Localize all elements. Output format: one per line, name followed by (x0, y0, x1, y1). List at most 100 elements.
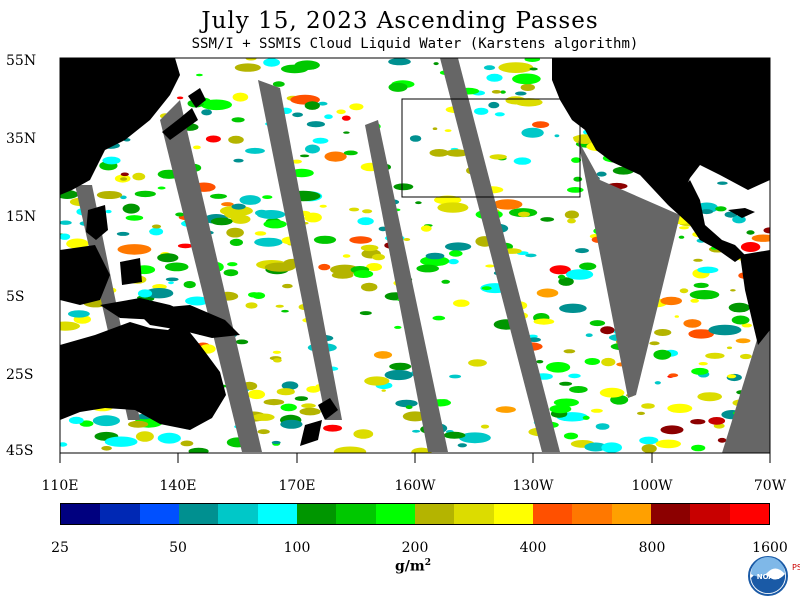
cloud-patch (553, 398, 580, 407)
cloud-patch (715, 206, 727, 212)
colorbar-swatch (454, 504, 494, 524)
cloud-patch (254, 237, 283, 247)
cloud-patch (494, 112, 505, 117)
colorbar-swatch (572, 504, 612, 524)
cloud-patch (381, 389, 386, 392)
colorbar-swatch (690, 504, 730, 524)
cloud-patch (690, 298, 699, 303)
cloud-patch (305, 144, 320, 154)
cloud-patch (157, 186, 166, 190)
cloud-patch (294, 396, 308, 401)
cloud-patch (582, 415, 590, 420)
cloud-patch (104, 436, 138, 447)
cloud-patch (331, 271, 354, 279)
cloud-patch (341, 115, 351, 121)
cloud-patch (343, 131, 350, 134)
cloud-patch (254, 231, 267, 236)
cloud-patch (525, 253, 537, 258)
cloud-patch (420, 256, 450, 267)
cloud-patch (486, 73, 503, 82)
cloud-patch (599, 387, 625, 398)
cloud-patch (116, 231, 130, 236)
cloud-patch (678, 235, 685, 239)
cloud-patch (68, 416, 84, 424)
cloud-patch (540, 217, 555, 222)
cloud-patch (79, 420, 94, 427)
cloud-patch (357, 217, 374, 226)
cloud-patch (584, 442, 607, 452)
cloud-patch (312, 137, 329, 144)
cloud-patch (273, 358, 282, 363)
cloud-patch (349, 207, 360, 212)
cloud-patch (740, 353, 752, 360)
cloud-patch (585, 333, 593, 338)
land (60, 58, 770, 446)
cloud-patch (275, 304, 284, 308)
cloud-patch (349, 103, 364, 111)
cloud-patch (122, 203, 140, 214)
cloud-patch (120, 172, 129, 177)
cloud-patch (205, 135, 221, 143)
cloud-patch (60, 442, 68, 447)
cloud-patch (255, 209, 269, 216)
cloud-patch (468, 359, 487, 367)
cloud-patch (384, 369, 413, 381)
cloud-patch (717, 181, 728, 185)
lat-label-15n: 15N (6, 209, 37, 225)
cloud-patch (763, 227, 770, 234)
cloud-patch (245, 147, 265, 154)
lon-label-100w: 100W (631, 478, 673, 494)
cloud-patch (546, 362, 571, 373)
cloud-patch (708, 417, 726, 425)
colorbar-swatch (729, 504, 769, 524)
cloud-patch (362, 209, 373, 214)
cloud-patch (559, 303, 587, 313)
svg-text:NOAA: NOAA (757, 573, 780, 581)
cloud-patch (515, 91, 527, 96)
cloud-patch (536, 360, 544, 364)
cloud-patch (248, 292, 260, 298)
cloud-patch (641, 403, 655, 409)
cloud-patch (304, 101, 320, 110)
cloud-patch (281, 309, 289, 313)
cloud-patch (223, 269, 239, 277)
cloud-patch (219, 205, 253, 217)
cloud-patch (584, 358, 600, 365)
cloud-patch (453, 299, 470, 307)
cloud-patch (425, 252, 445, 260)
cloud-patch (563, 432, 579, 440)
cloud-patch (185, 296, 210, 306)
cloud-patch (235, 339, 249, 345)
cloud-patch (654, 381, 661, 385)
cloud-patch (60, 233, 71, 240)
cloud-patch (485, 264, 495, 268)
colorbar-swatch (650, 504, 691, 524)
cloud-patch (412, 429, 421, 433)
cloud-patch (683, 319, 702, 328)
cloud-patch (388, 82, 408, 92)
cloud-patch (705, 352, 725, 359)
cloud-patch (434, 195, 462, 205)
cloud-patch (282, 283, 293, 289)
cloud-patch (731, 315, 750, 325)
cloud-patch (674, 315, 679, 318)
cloud-patch (164, 262, 189, 272)
cloud-patch (137, 289, 153, 298)
cloud-patch (319, 204, 327, 208)
cloud-patch (247, 389, 266, 400)
cloud-patch (655, 439, 681, 449)
cloud-patch (234, 63, 261, 72)
cloud-liquid-water-map (59, 57, 771, 463)
cloud-patch (180, 440, 194, 447)
cloud-patch (313, 235, 337, 244)
cloud-patch (564, 210, 580, 219)
cloud-patch (480, 424, 490, 429)
cloud-patch (165, 277, 179, 282)
cloud-patch (393, 183, 414, 191)
colorbar-swatch (178, 504, 219, 524)
cloud-patch (568, 373, 581, 379)
lon-label-130w: 130W (512, 478, 554, 494)
cloud-patch (495, 406, 516, 413)
cloud-patch (323, 424, 343, 432)
psl-side-text: PSL (792, 563, 800, 572)
